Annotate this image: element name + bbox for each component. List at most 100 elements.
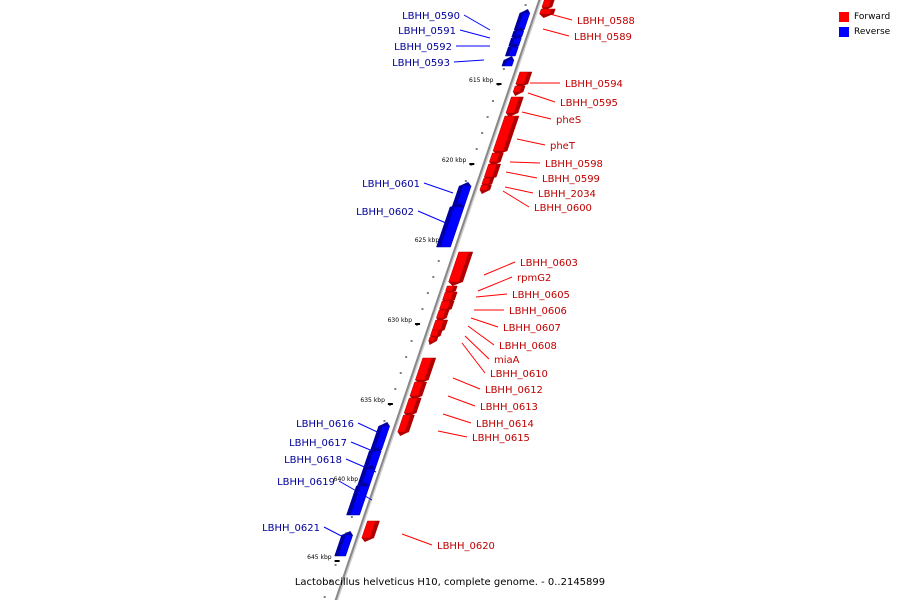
leader-line [527,92,556,103]
forward-gene [403,397,422,417]
forward-gene-label: rpmG2 [517,273,551,284]
forward-gene [436,309,450,322]
reverse-gene [451,182,472,208]
reverse-gene [346,482,370,516]
genome-caption: Lactobacillus helveticus H10, complete g… [294,577,606,588]
leader-line [459,29,491,39]
forward-gene [505,96,524,117]
forward-gene-label: LBHH_0600 [534,203,592,214]
reverse-gene [436,203,465,248]
reverse-swatch [839,26,849,37]
reverse-gene-label: LBHH_0621 [262,523,320,534]
forward-gene-label: LBHH_0606 [509,306,567,317]
forward-gene-label: pheT [550,141,576,152]
tick-label: 620 kbp [442,157,467,164]
forward-gene [361,520,380,542]
leader-line [504,186,534,194]
forward-gene-label: miaA [494,355,520,366]
leader-line [477,276,513,292]
reverse-gene [511,27,525,38]
forward-gene [448,251,474,286]
leader-line [467,325,495,346]
leader-line [447,395,476,407]
forward-gene-label: LBHH_0605 [512,290,570,301]
forward-gene-label: LBHH_0603 [520,258,578,269]
forward-gene-label: LBHH_0610 [490,369,548,380]
leader-line [509,161,541,164]
forward-gene-label: LBHH_0608 [499,341,557,352]
forward-gene [409,381,428,400]
forward-gene-label: LBHH_0615 [472,433,530,444]
forward-gene-label: LBHH_0595 [560,98,618,109]
tick-label: 640 kbp [334,476,359,483]
reverse-gene-label: LBHH_0590 [402,11,460,22]
leader-line [542,28,570,37]
leader-line [463,14,491,31]
reverse-gene [357,465,376,487]
forward-gene-label: LBHH_0612 [485,385,543,396]
leader-line [461,342,486,374]
tick-label: 635 kbp [360,397,385,404]
leader-line [417,210,447,224]
reverse-gene-label: LBHH_0591 [398,26,456,37]
forward-gene-label: LBHH_0594 [565,79,623,90]
forward-gene-label: LBHH_0599 [542,174,600,185]
reverse-gene-label: LBHH_0617 [289,438,347,449]
forward-gene-label: LBHH_2034 [538,189,596,200]
reverse-gene-label: LBHH_0616 [296,419,354,430]
leader-line [549,13,573,21]
reverse-gene [508,34,522,47]
leader-line [483,261,516,276]
genome-backbone [334,0,541,600]
tick-label: 630 kbp [388,317,413,324]
reverse-gene [513,9,531,31]
forward-gene-label: LBHH_0620 [437,541,495,552]
reverse-gene [501,56,515,67]
leader-line [516,138,546,146]
forward-gene [397,414,415,436]
leader-line [521,111,552,120]
reverse-gene [504,43,519,57]
reverse-gene [334,531,354,557]
forward-gene [479,184,492,194]
leader-line [475,293,508,298]
forward-gene-label: LBHH_0614 [476,419,534,430]
leader-line [401,533,433,546]
backbone-shadow [336,0,542,600]
legend-label-reverse: Reverse [854,26,891,37]
reverse-gene-label: LBHH_0618 [284,455,342,466]
reverse-gene-label: LBHH_0619 [277,477,335,488]
forward-gene-label: LBHH_0607 [503,323,561,334]
leader-line [505,171,538,179]
tick-label: 645 kbp [307,554,332,561]
leader-line [437,430,468,438]
legend: Forward Reverse [839,9,899,39]
reverse-gene-label: LBHH_0601 [362,179,420,190]
legend-item-forward: Forward [839,9,899,24]
tick-label: 615 kbp [469,77,494,84]
tick-label: 625 kbp [415,237,440,244]
leader-line [464,335,490,360]
legend-label-forward: Forward [854,11,891,22]
leader-line [442,413,472,424]
forward-gene-label: pheS [556,115,581,126]
reverse-gene-label: LBHH_0602 [356,207,414,218]
reverse-gene-label: LBHH_0592 [394,42,452,53]
reverse-gene [362,447,382,470]
forward-gene [515,71,533,88]
leader-line [423,182,454,194]
forward-swatch [839,11,849,22]
leader-line [452,377,481,390]
legend-item-reverse: Reverse [839,24,899,39]
forward-gene [539,8,556,18]
leader-line [502,190,530,208]
leader-line [470,317,499,328]
forward-gene [512,85,526,96]
forward-gene-label: LBHH_0589 [574,32,632,43]
forward-gene-label: LBHH_0598 [545,159,603,170]
leader-line [453,59,485,63]
forward-gene-label: LBHH_0613 [480,402,538,413]
forward-gene [428,336,439,345]
reverse-gene [370,422,391,451]
